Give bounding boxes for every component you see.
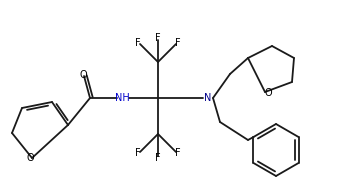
Text: F: F xyxy=(175,148,181,158)
Text: F: F xyxy=(175,38,181,48)
Text: NH: NH xyxy=(115,93,129,103)
Text: F: F xyxy=(155,153,161,163)
Text: O: O xyxy=(264,88,272,98)
Text: F: F xyxy=(155,33,161,43)
Text: N: N xyxy=(204,93,212,103)
Text: F: F xyxy=(135,148,141,158)
Text: O: O xyxy=(79,70,87,80)
Text: F: F xyxy=(135,38,141,48)
Text: O: O xyxy=(26,153,34,163)
